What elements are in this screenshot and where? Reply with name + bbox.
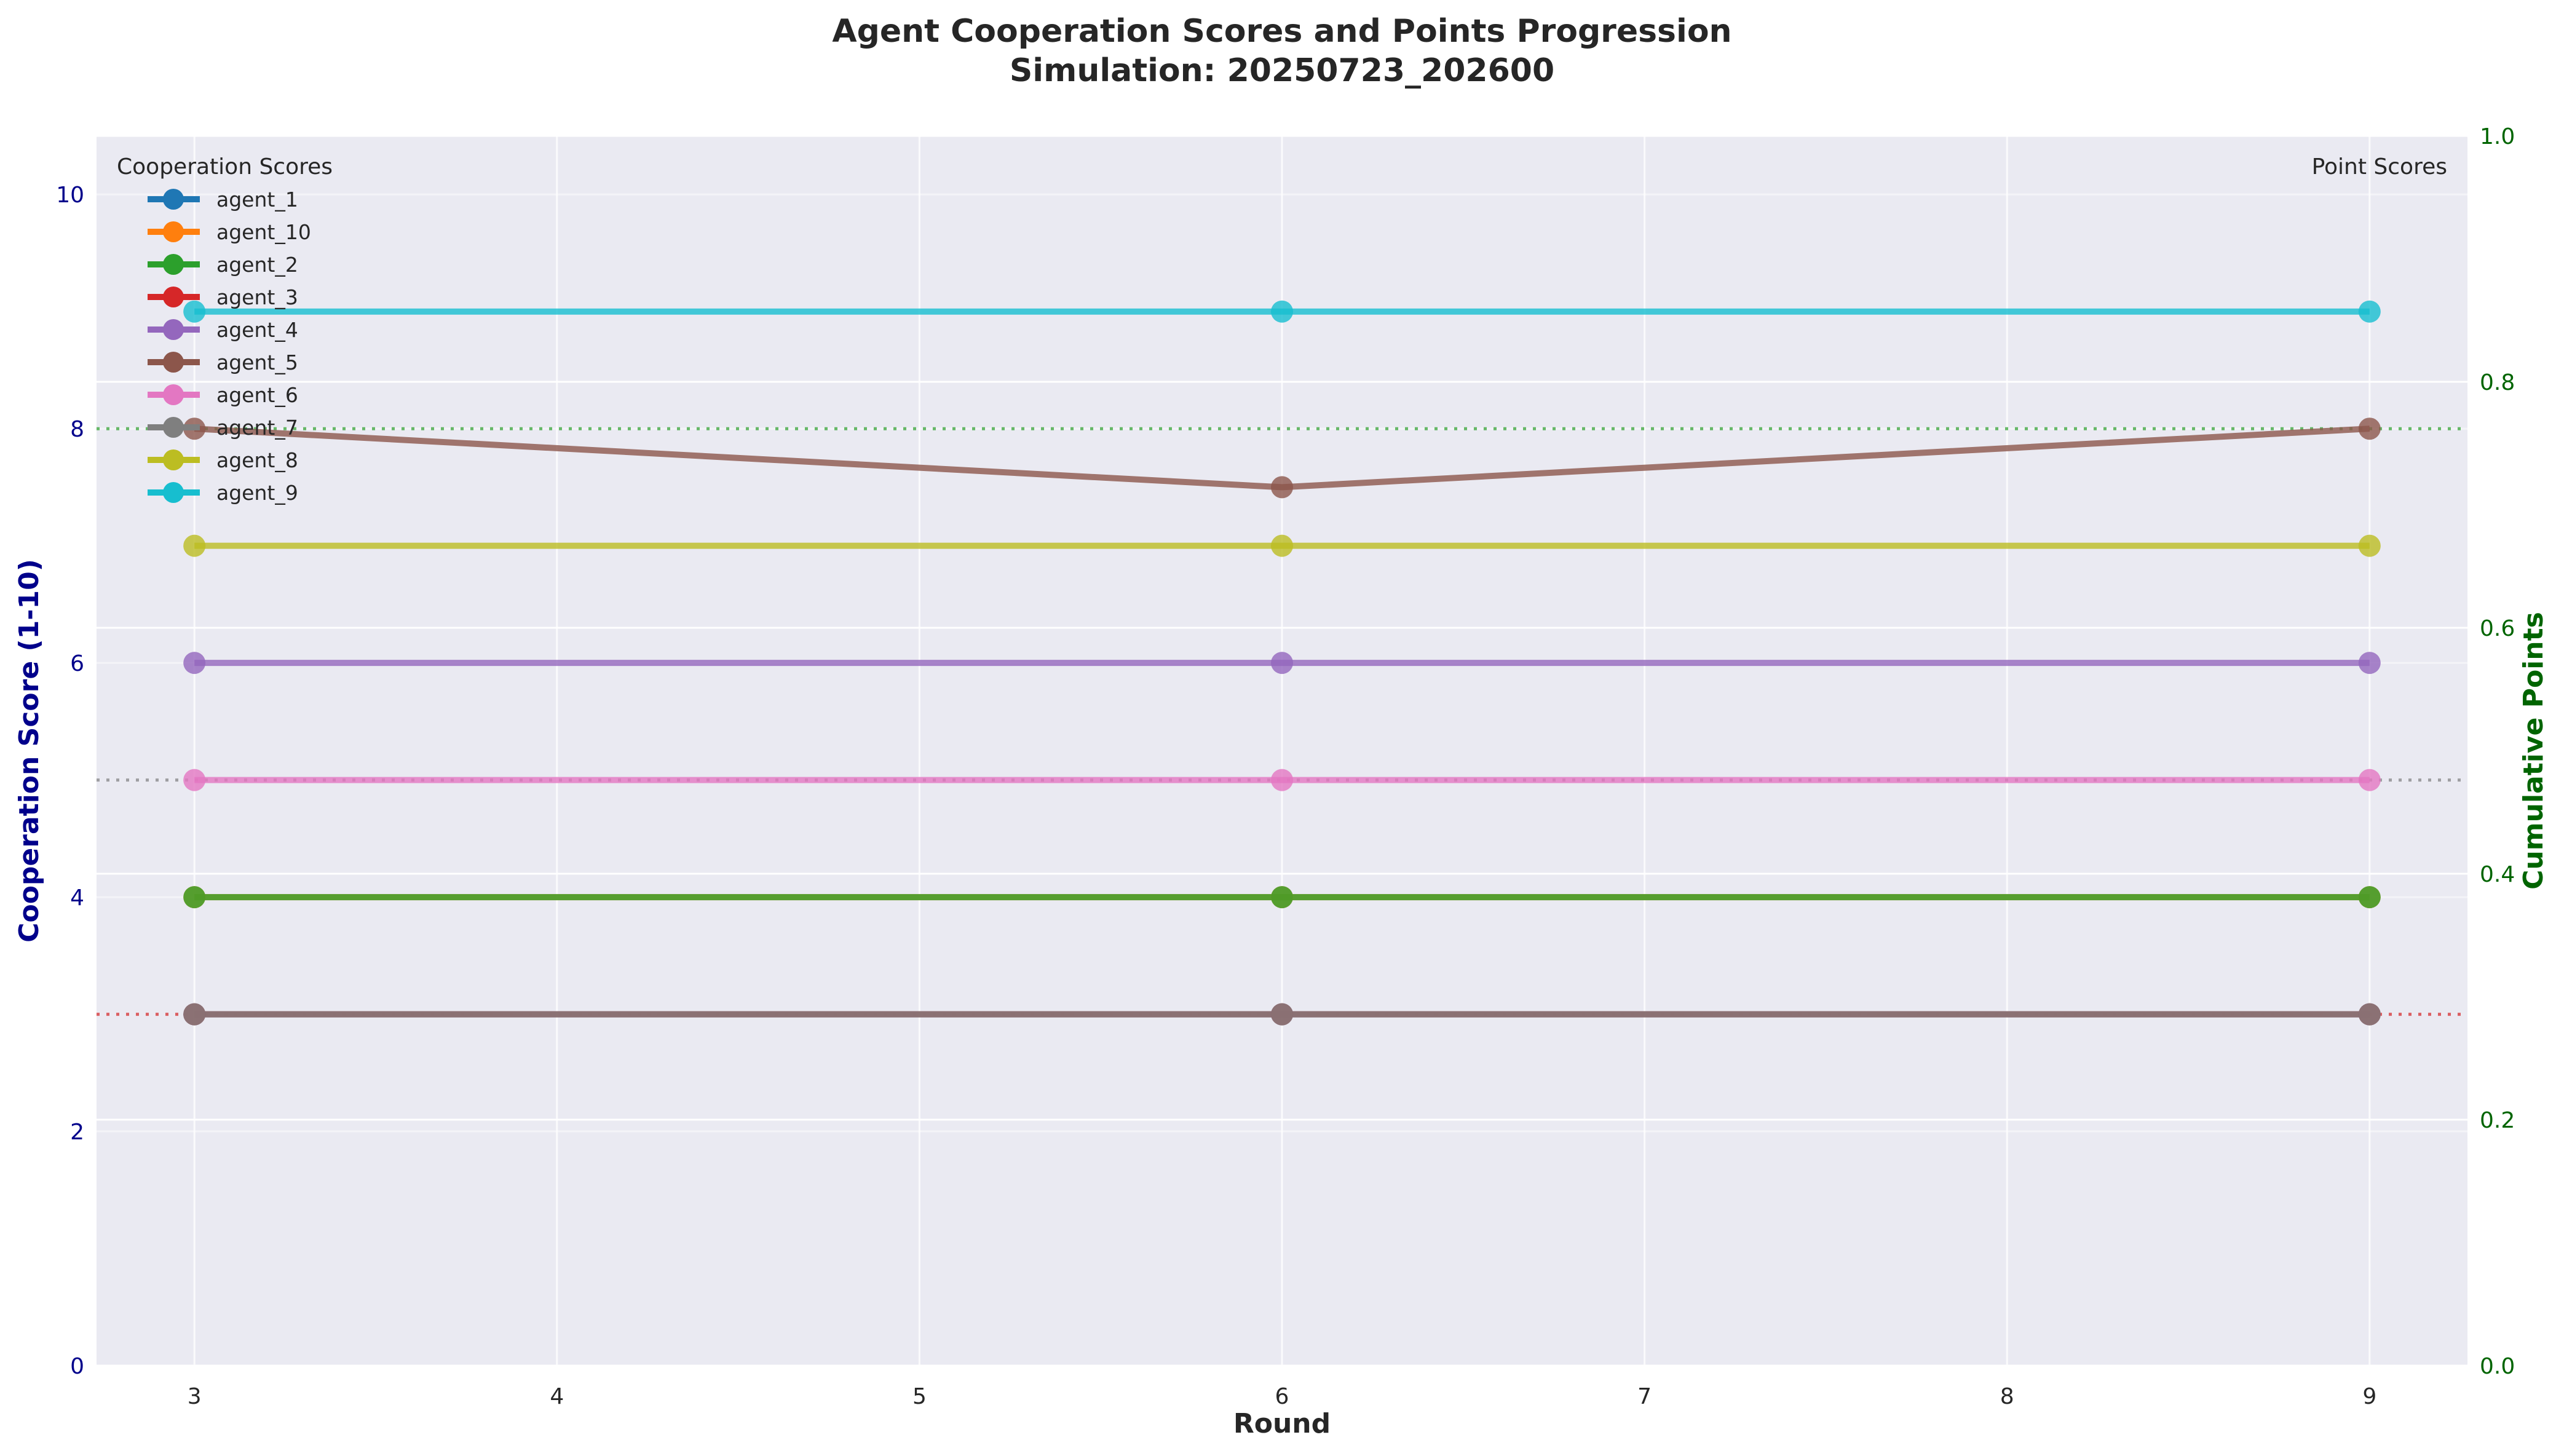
legend-swatch-marker	[163, 254, 184, 275]
legend-title: Cooperation Scores	[117, 154, 333, 180]
legend-label: agent_2	[216, 253, 298, 277]
y-tick-label: 0	[70, 1354, 84, 1379]
x-tick-label: 5	[912, 1384, 927, 1409]
data-point-agent_4	[2358, 652, 2381, 675]
chart-subtitle: Simulation: 20250723_202600	[1010, 52, 1554, 89]
legend-swatch-marker	[163, 221, 184, 242]
legend-swatch-marker	[163, 189, 184, 210]
data-point-agent_2	[2358, 886, 2381, 909]
x-axis-ticks: 3 4 5 6 7 8 9	[188, 1384, 2377, 1409]
data-point-agent_6	[2358, 769, 2381, 791]
legend: agent_1 agent_10 agent_2 agent_3 agent_4agen…	[148, 188, 311, 505]
x-tick-label: 3	[188, 1384, 202, 1409]
y2-axis-label: Cumulative Points	[2518, 612, 2549, 890]
y-tick-label: 10	[56, 183, 84, 208]
legend-swatch-marker	[163, 287, 184, 307]
data-point-agent_4	[183, 652, 206, 675]
y2-tick-label: 0.2	[2480, 1108, 2515, 1133]
data-point-agent_7	[183, 1003, 206, 1026]
data-point-agent_8	[1271, 534, 1293, 557]
legend-swatch-marker	[163, 449, 184, 470]
y-axis-label: Cooperation Score (1-10)	[14, 559, 45, 943]
legend-swatch-marker	[163, 417, 184, 438]
data-point-agent_7	[1271, 1003, 1293, 1026]
legend-swatch-marker	[163, 384, 184, 405]
data-point-agent_6	[1271, 769, 1293, 791]
data-point-agent_4	[1271, 652, 1293, 675]
x-tick-label: 6	[1275, 1384, 1289, 1409]
data-point-agent_9	[1271, 300, 1293, 323]
legend-swatch-marker	[163, 319, 184, 340]
legend-label: agent_4	[216, 318, 298, 342]
y-tick-label: 4	[70, 885, 84, 911]
legend-label: agent_7	[216, 416, 298, 440]
y2-tick-label: 0.8	[2480, 370, 2515, 395]
data-point-agent_2	[1271, 886, 1293, 909]
data-point-agent_5	[1271, 476, 1293, 499]
x-axis-label: Round	[1233, 1408, 1331, 1439]
y-tick-label: 2	[70, 1120, 84, 1145]
x-tick-label: 7	[1637, 1384, 1652, 1409]
y2-tick-label: 0.4	[2480, 862, 2515, 887]
legend-label: agent_3	[216, 285, 298, 309]
y2-tick-label: 0.6	[2480, 616, 2515, 641]
legend-swatch-marker	[163, 482, 184, 503]
data-point-agent_6	[183, 769, 206, 791]
data-point-agent_9	[183, 300, 206, 323]
legend-label: agent_10	[216, 220, 311, 244]
y2-axis-ticks: 0.0 0.2 0.4 0.6 0.8 1.0	[2480, 124, 2515, 1379]
legend-label: agent_8	[216, 448, 298, 472]
y2-tick-label: 0.0	[2480, 1354, 2515, 1379]
data-point-agent_5	[2358, 417, 2381, 440]
data-point-agent_8	[2358, 534, 2381, 557]
legend-label: agent_5	[216, 350, 298, 374]
series-markers	[183, 300, 2381, 1026]
legend-label: agent_6	[216, 383, 298, 407]
x-tick-label: 9	[2362, 1384, 2376, 1409]
chart-title: Agent Cooperation Scores and Points Prog…	[832, 13, 1731, 50]
y-tick-label: 6	[70, 651, 84, 676]
legend-swatch-marker	[163, 352, 184, 373]
data-point-agent_9	[2358, 300, 2381, 323]
y-tick-label: 8	[70, 417, 84, 442]
y-axis-ticks: 0 2 4 6 8 10	[56, 183, 84, 1379]
data-point-agent_7	[2358, 1003, 2381, 1026]
legend-label: agent_9	[216, 481, 298, 505]
x-tick-label: 4	[550, 1384, 564, 1409]
y2-tick-label: 1.0	[2480, 124, 2515, 149]
x-tick-label: 8	[2000, 1384, 2014, 1409]
data-point-agent_2	[183, 886, 206, 909]
right-legend-title: Point Scores	[2312, 154, 2447, 180]
legend-label: agent_1	[216, 188, 298, 212]
data-point-agent_8	[183, 534, 206, 557]
